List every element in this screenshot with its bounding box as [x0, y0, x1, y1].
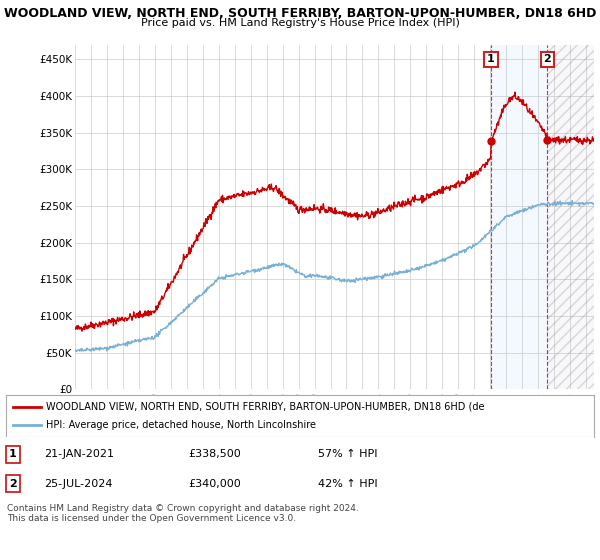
Text: 1: 1: [487, 54, 495, 64]
Text: £340,000: £340,000: [188, 479, 241, 489]
Text: Price paid vs. HM Land Registry's House Price Index (HPI): Price paid vs. HM Land Registry's House …: [140, 18, 460, 28]
Text: 21-JAN-2021: 21-JAN-2021: [44, 449, 114, 459]
Text: WOODLAND VIEW, NORTH END, SOUTH FERRIBY, BARTON-UPON-HUMBER, DN18 6HD (de: WOODLAND VIEW, NORTH END, SOUTH FERRIBY,…: [46, 402, 484, 412]
Bar: [491, 45, 547, 389]
Text: 42% ↑ HPI: 42% ↑ HPI: [317, 479, 377, 489]
Text: WOODLAND VIEW, NORTH END, SOUTH FERRIBY, BARTON-UPON-HUMBER, DN18 6HD: WOODLAND VIEW, NORTH END, SOUTH FERRIBY,…: [4, 7, 596, 20]
Bar: [547, 45, 594, 389]
Bar: [547, 45, 594, 389]
Text: 1: 1: [9, 449, 17, 459]
Text: 57% ↑ HPI: 57% ↑ HPI: [317, 449, 377, 459]
Text: Contains HM Land Registry data © Crown copyright and database right 2024.
This d: Contains HM Land Registry data © Crown c…: [7, 504, 359, 524]
Text: £338,500: £338,500: [188, 449, 241, 459]
Text: 2: 2: [9, 479, 17, 489]
Text: 2: 2: [544, 54, 551, 64]
Text: 25-JUL-2024: 25-JUL-2024: [44, 479, 113, 489]
Text: HPI: Average price, detached house, North Lincolnshire: HPI: Average price, detached house, Nort…: [46, 420, 316, 430]
